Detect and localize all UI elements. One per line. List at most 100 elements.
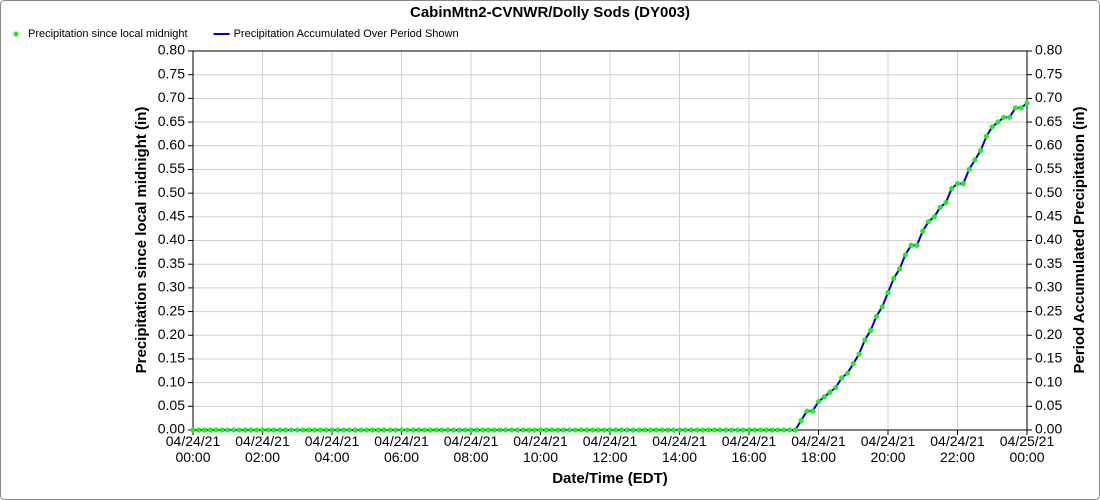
data-point (896, 266, 903, 272)
y-tick-label: 0.05 (158, 397, 185, 413)
data-point (781, 427, 787, 433)
x-tick-label: 04/24/21 10:00 (513, 433, 568, 465)
data-point (416, 427, 422, 433)
data-point (277, 427, 283, 433)
data-point (717, 427, 723, 433)
data-point (636, 427, 642, 433)
data-point (868, 327, 874, 334)
y-tick-label: 0.75 (158, 65, 185, 81)
x-tick-label: 04/24/21 12:00 (583, 433, 638, 465)
data-point (561, 427, 567, 433)
data-point (479, 427, 486, 433)
data-point (711, 427, 717, 433)
y2-tick-label: 0.55 (1035, 160, 1062, 176)
data-point (462, 427, 468, 433)
x-tick-label: 04/24/21 20:00 (861, 433, 916, 465)
x-tick-label-line: 04/24/21 (583, 433, 638, 449)
data-point (485, 427, 491, 433)
data-point (723, 427, 729, 433)
x-tick-label: 04/24/21 08:00 (444, 433, 499, 465)
data-point (989, 124, 995, 130)
y-tick-label: 0.40 (158, 231, 185, 247)
data-point (729, 427, 735, 433)
legend-swatch (13, 31, 19, 37)
data-point (1007, 114, 1013, 120)
y-tick-label: 0.55 (158, 160, 185, 176)
y2-tick-label: 0.25 (1035, 302, 1062, 318)
data-point (491, 427, 497, 433)
data-point (769, 427, 775, 433)
data-point (323, 427, 329, 433)
data-point (694, 427, 700, 433)
data-point (410, 427, 416, 433)
y2-tick-label: 0.30 (1035, 279, 1062, 295)
data-point (902, 252, 908, 258)
data-point (775, 427, 781, 433)
y-axis-label: Precipitation since local midnight (in) (133, 107, 150, 374)
data-point (995, 119, 1001, 125)
x-tick-label-line: 00:00 (175, 449, 210, 465)
data-point (474, 427, 480, 433)
y2-tick-label: 0.45 (1035, 208, 1062, 224)
y-tick-label: 0.65 (158, 113, 185, 129)
x-tick-label-line: 04/24/21 (374, 433, 429, 449)
data-point (642, 427, 648, 433)
y2-tick-label: 0.40 (1035, 231, 1062, 247)
x-tick-label: 04/24/21 22:00 (930, 433, 985, 465)
y2-tick-label: 0.65 (1035, 113, 1062, 129)
data-point (456, 427, 463, 433)
data-point (676, 427, 683, 433)
y2-axis-label: Period Accumulated Precipitation (in) (1071, 107, 1088, 374)
x-tick-label-line: 22:00 (940, 449, 975, 465)
data-point (937, 204, 943, 210)
data-point (254, 427, 260, 433)
data-point (572, 427, 578, 433)
data-point (862, 337, 868, 343)
x-tick-label-line: 10:00 (523, 449, 558, 465)
data-point (271, 427, 277, 433)
data-point (850, 361, 856, 367)
data-point (358, 427, 364, 433)
x-tick-label-line: 04/25/21 (1000, 433, 1055, 449)
data-point (920, 228, 926, 234)
x-tick-label-line: 04/24/21 (305, 433, 360, 449)
y-tick-label: 0.50 (158, 184, 185, 200)
x-tick-label-line: 14:00 (662, 449, 697, 465)
x-tick-label: 04/24/21 02:00 (235, 433, 290, 465)
x-axis-label: Date/Time (EDT) (552, 470, 668, 487)
y-tick-label: 0.00 (158, 421, 185, 437)
data-point (966, 166, 972, 173)
data-point (1012, 105, 1019, 111)
data-point (497, 427, 503, 433)
y2-tick-label: 0.05 (1035, 397, 1062, 413)
data-point (746, 427, 752, 433)
data-point (451, 427, 457, 433)
data-point (618, 427, 625, 433)
data-point (653, 427, 659, 433)
x-tick-label: 04/25/21 00:00 (1000, 433, 1055, 465)
data-point (978, 147, 984, 154)
data-point (665, 427, 671, 433)
x-tick-label-line: 02:00 (245, 449, 280, 465)
data-point (369, 427, 376, 433)
data-point (792, 427, 798, 433)
x-tick-label: 04/24/21 14:00 (652, 433, 707, 465)
data-point (833, 384, 839, 390)
data-point (300, 427, 306, 433)
data-point (317, 427, 324, 433)
data-point (595, 427, 602, 433)
x-tick-label: 04/24/21 16:00 (722, 433, 777, 465)
data-point (537, 427, 544, 433)
data-point (873, 313, 880, 319)
data-point (468, 427, 474, 433)
data-point (763, 427, 769, 433)
data-point (879, 304, 885, 310)
data-point (1001, 114, 1007, 120)
y2-tick-label: 0.80 (1035, 42, 1062, 58)
data-point (607, 427, 613, 433)
data-point (798, 417, 804, 424)
data-point (219, 427, 225, 433)
y2-tick-label: 0.10 (1035, 373, 1062, 389)
x-tick-label-line: 04/24/21 (861, 433, 916, 449)
y2-tick-label: 0.00 (1035, 421, 1062, 437)
